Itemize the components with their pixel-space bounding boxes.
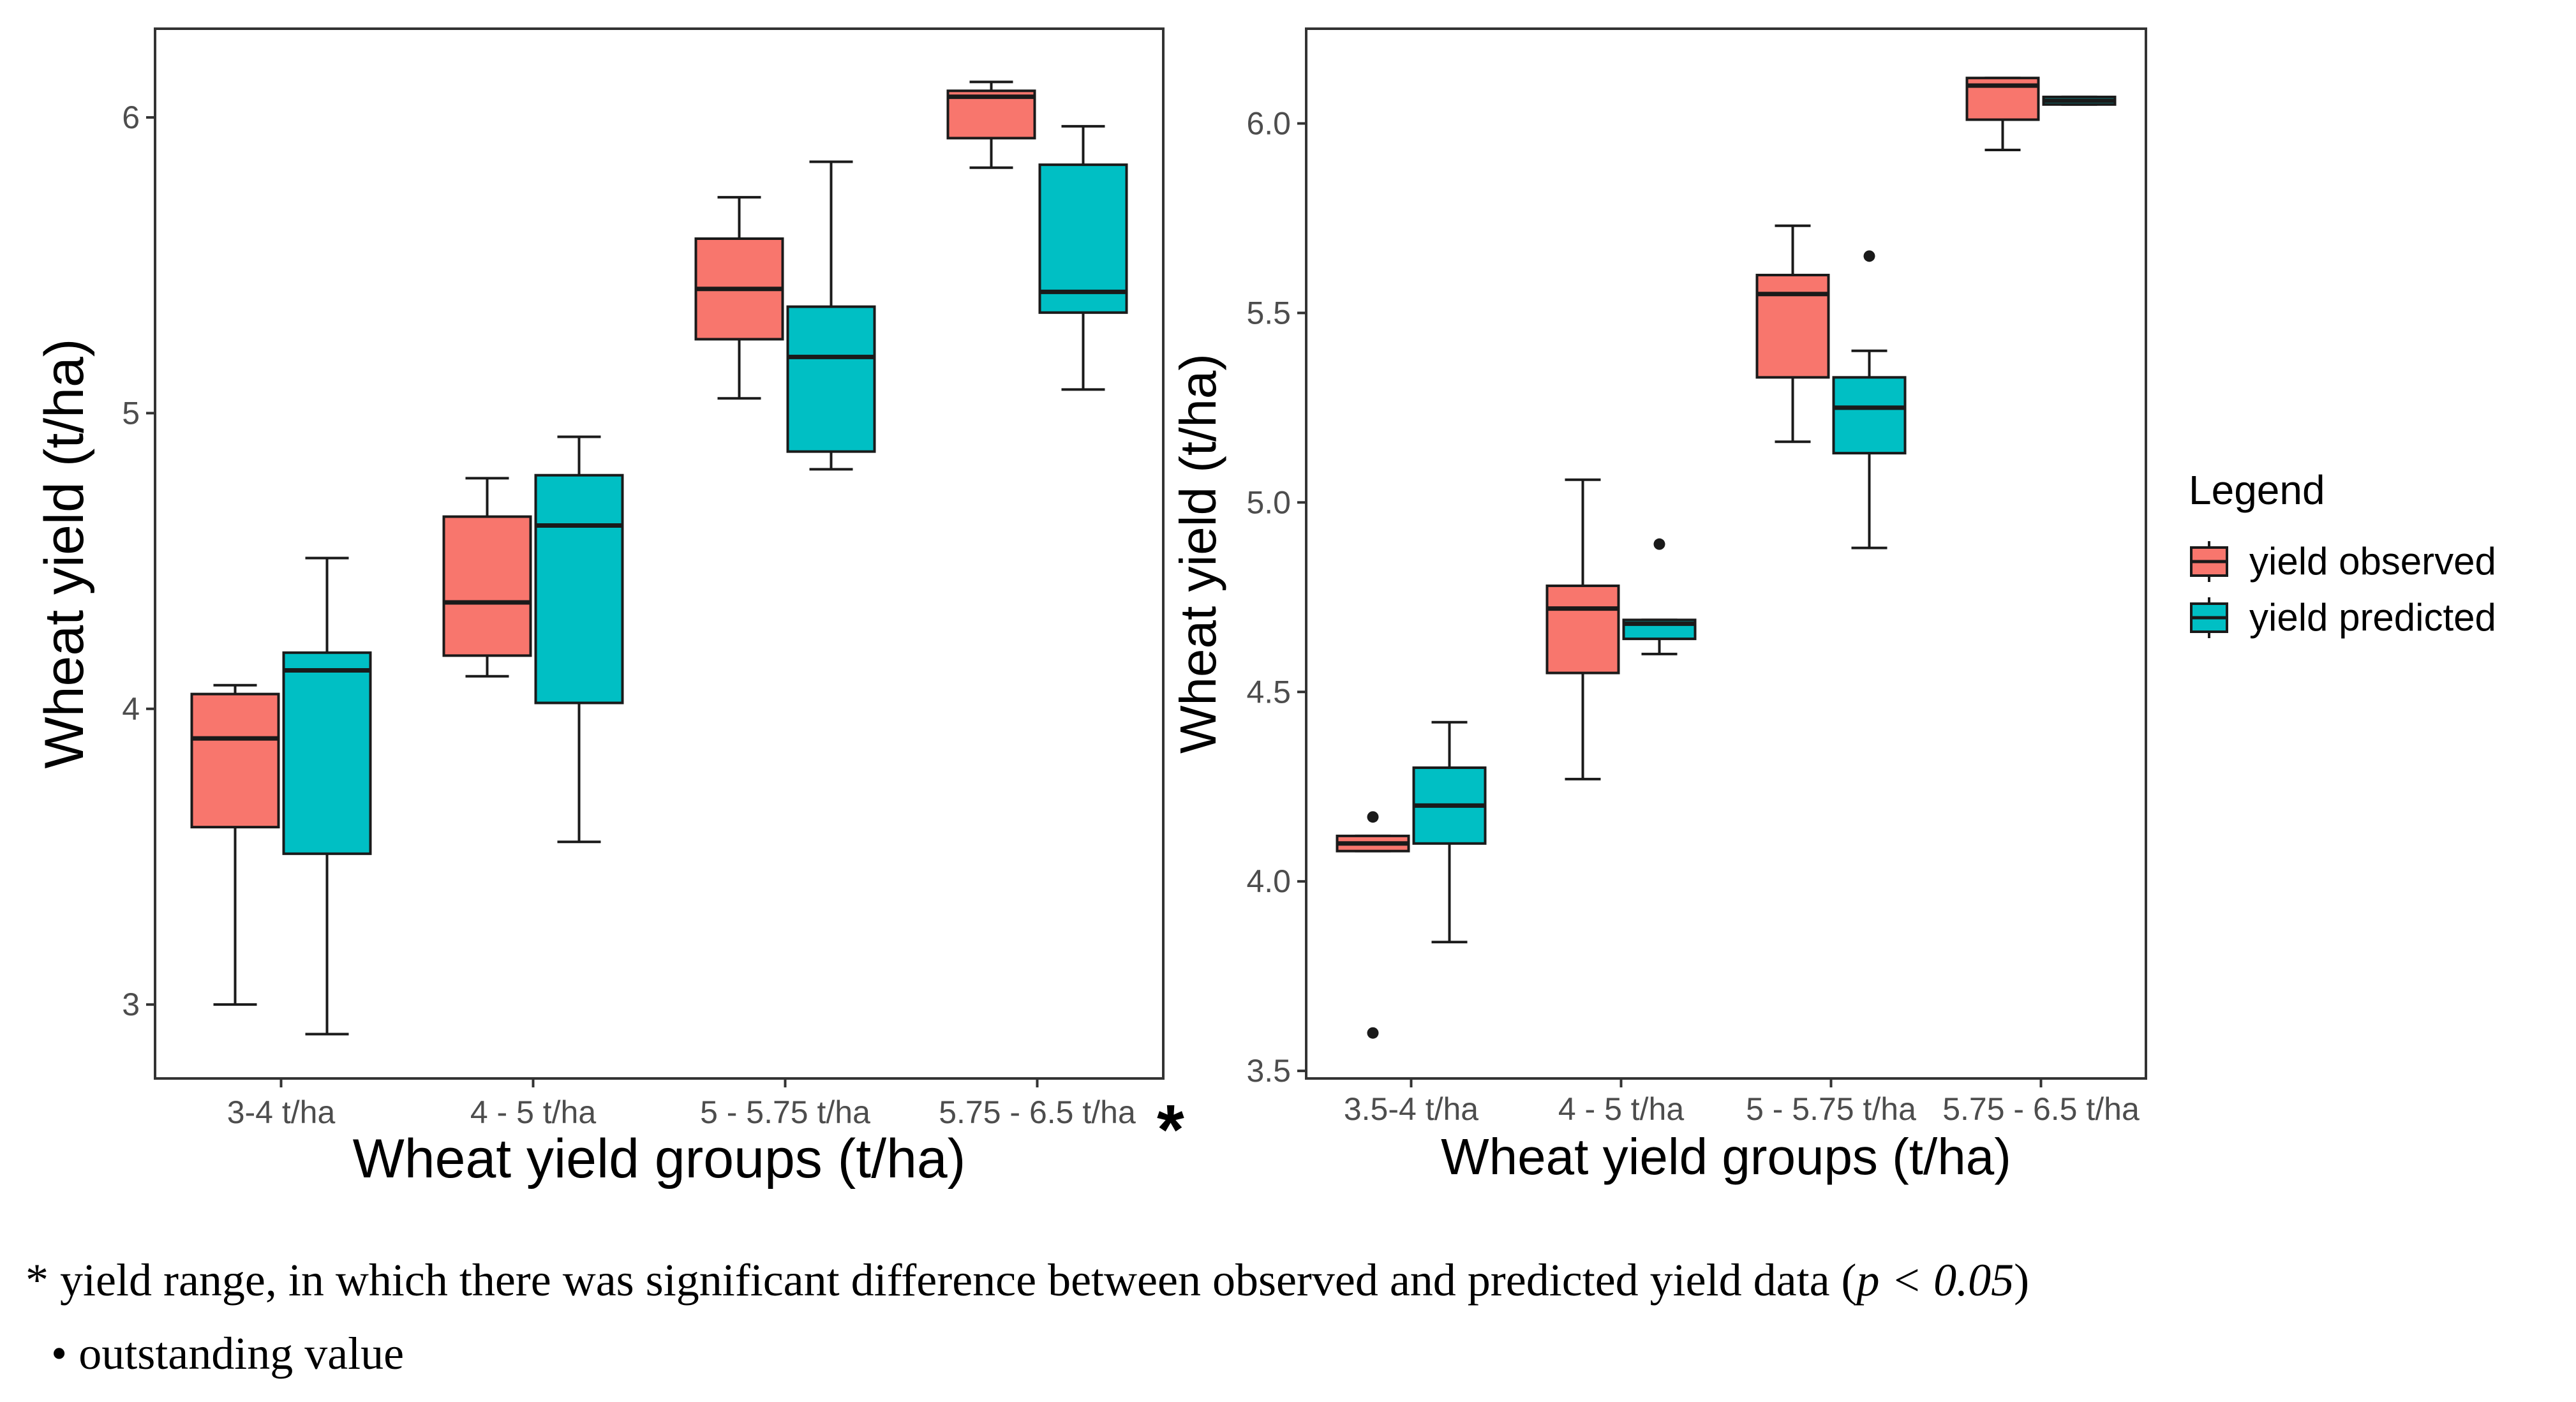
- left-panel: 3 4 5 6 3-4 t/ha 4 - 5 t/ha 5 - 5.75 t/ha 5.75 …: [34, 27, 1184, 1189]
- legend-label-yield-observed: yield observed: [2249, 540, 2496, 583]
- left-yield-predicted-3-4-t-ha-box: [282, 651, 372, 855]
- right-y-tick-label-4-5: 4.5: [1246, 674, 1291, 710]
- right-yield-predicted-5-5-75-t-ha-outlier-0: [1863, 250, 1875, 262]
- footnote-significance: * yield range, in which there was signif…: [26, 1254, 2029, 1307]
- figure-canvas: 3 4 5 6 3-4 t/ha 4 - 5 t/ha 5 - 5.75 t/ha 5.75 …: [34, 27, 2496, 1189]
- left-yield-predicted-5-75-6-5-t-ha-box: [1038, 163, 1128, 314]
- left-y-tick-label-3: 3: [122, 987, 140, 1022]
- left-yield-predicted-5-5-75-t-ha-box: [786, 305, 876, 453]
- right-x-tick-label-5-5-75-t-ha: 5 - 5.75 t/ha: [1746, 1091, 1916, 1127]
- left-x-tick-label-5-75-6-5-t-ha: 5.75 - 6.5 t/ha: [939, 1094, 1136, 1130]
- footnote-close-paren: ): [2014, 1255, 2030, 1306]
- footnote-significance-text: * yield range, in which there was signif…: [26, 1255, 1857, 1306]
- left-y-tick-label-5: 5: [122, 395, 140, 431]
- left-y-axis-title: Wheat yield (t/ha): [34, 339, 95, 769]
- right-yield-predicted-4-5-t-ha-outlier-0: [1653, 538, 1665, 550]
- left-y-tick-label-6: 6: [122, 100, 140, 135]
- right-y-axis-title: Wheat yield (t/ha): [1170, 354, 1226, 754]
- right-x-axis-title: Wheat yield groups (t/ha): [1441, 1128, 2011, 1185]
- right-y-tick-label-5-0: 5.0: [1246, 484, 1291, 520]
- left-x-axis-title: Wheat yield groups (t/ha): [353, 1128, 966, 1189]
- right-panel-border: [1305, 27, 2147, 1080]
- left-significance-marker: *: [1157, 1091, 1184, 1169]
- right-x-tick-label-5-75-6-5-t-ha: 5.75 - 6.5 t/ha: [1942, 1091, 2140, 1127]
- left-y-tick-label-4: 4: [122, 691, 140, 727]
- legend-title: Legend: [2189, 467, 2325, 513]
- right-y-tick-label-6-0: 6.0: [1246, 105, 1291, 141]
- legend-label-yield-predicted: yield predicted: [2249, 596, 2496, 639]
- right-yield-observed-5-5-75-t-ha-box: [1755, 274, 1830, 379]
- left-x-tick-label-3-4-t-ha: 3-4 t/ha: [227, 1094, 336, 1130]
- right-yield-observed-4-5-t-ha-box: [1545, 584, 1620, 675]
- right-y-tick-label-3-5: 3.5: [1246, 1053, 1291, 1089]
- legend: Legend yield observed yield predicted: [2189, 467, 2496, 639]
- left-x-tick-label-4-5-t-ha: 4 - 5 t/ha: [470, 1094, 597, 1130]
- right-yield-predicted-5-5-75-t-ha-box: [1832, 376, 1907, 455]
- right-panel: 3.5 4.0 4.5 5.0 5.5 6.0 3.5-4 t/ha 4 - 5 t/ha 5 …: [1170, 27, 2147, 1185]
- right-yield-observed-3-5-4-t-ha-outlier-0: [1367, 811, 1379, 823]
- left-panel-border: [154, 27, 1165, 1080]
- footnote-outlier: • outstanding value: [51, 1328, 405, 1379]
- left-x-tick-label-5-5-75-t-ha: 5 - 5.75 t/ha: [700, 1094, 870, 1130]
- footnote-p-value: p < 0.05: [1856, 1255, 2014, 1306]
- left-yield-observed-4-5-t-ha-box: [442, 515, 532, 657]
- right-y-tick-label-4-0: 4.0: [1246, 863, 1291, 899]
- right-x-tick-label-3-5-4-t-ha: 3.5-4 t/ha: [1344, 1091, 1478, 1127]
- left-yield-observed-3-4-t-ha-box: [190, 692, 280, 829]
- right-x-tick-label-4-5-t-ha: 4 - 5 t/ha: [1558, 1091, 1685, 1127]
- left-yield-predicted-4-5-t-ha-box: [534, 474, 624, 705]
- right-yield-observed-3-5-4-t-ha-outlier-1: [1367, 1027, 1379, 1039]
- right-y-tick-label-5-5: 5.5: [1246, 295, 1291, 331]
